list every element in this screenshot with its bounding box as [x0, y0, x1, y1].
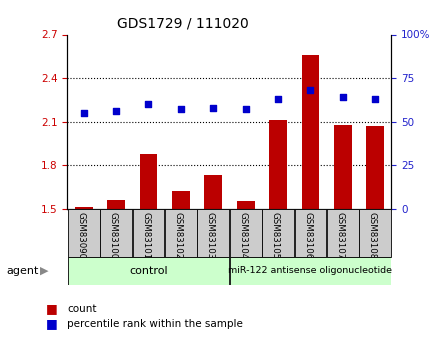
Text: ▶: ▶: [40, 266, 49, 276]
Text: GSM83104: GSM83104: [238, 211, 247, 259]
Text: miR-122 antisense oligonucleotide: miR-122 antisense oligonucleotide: [228, 266, 391, 275]
Text: GSM83090: GSM83090: [76, 211, 85, 259]
Text: GSM83100: GSM83100: [108, 211, 117, 259]
Point: [177, 107, 184, 112]
Bar: [365, 126, 383, 209]
Bar: [107, 200, 125, 209]
Bar: [229, 209, 261, 257]
Point: [112, 108, 119, 114]
Point: [274, 96, 281, 102]
Bar: [100, 209, 132, 257]
Bar: [269, 120, 286, 209]
Text: GSM83102: GSM83102: [173, 211, 182, 259]
Point: [339, 95, 345, 100]
Bar: [132, 209, 164, 257]
Text: GDS1729 / 111020: GDS1729 / 111020: [117, 17, 249, 31]
Bar: [333, 125, 351, 209]
Bar: [204, 175, 222, 209]
Point: [209, 105, 216, 110]
Bar: [294, 209, 326, 257]
Bar: [164, 209, 196, 257]
Bar: [326, 209, 358, 257]
Bar: [301, 55, 319, 209]
Bar: [139, 154, 157, 209]
Text: GSM83103: GSM83103: [205, 211, 214, 259]
Text: ■: ■: [46, 317, 57, 330]
Text: count: count: [67, 304, 97, 314]
Bar: [171, 191, 189, 209]
Point: [145, 101, 151, 107]
Text: agent: agent: [7, 266, 39, 276]
Bar: [262, 209, 293, 257]
Text: GSM83106: GSM83106: [302, 211, 311, 259]
Text: percentile rank within the sample: percentile rank within the sample: [67, 319, 243, 328]
Point: [306, 88, 313, 93]
Bar: [229, 257, 390, 285]
Bar: [68, 257, 229, 285]
Text: control: control: [129, 266, 168, 276]
Text: GSM83108: GSM83108: [367, 211, 376, 259]
Bar: [68, 209, 99, 257]
Point: [371, 96, 378, 102]
Point: [80, 110, 87, 116]
Bar: [197, 209, 229, 257]
Bar: [75, 207, 92, 209]
Text: GSM83105: GSM83105: [270, 211, 279, 259]
Bar: [236, 201, 254, 209]
Text: GSM83107: GSM83107: [335, 211, 344, 259]
Text: ■: ■: [46, 302, 57, 315]
Bar: [358, 209, 390, 257]
Point: [242, 107, 249, 112]
Text: GSM83101: GSM83101: [141, 211, 150, 259]
